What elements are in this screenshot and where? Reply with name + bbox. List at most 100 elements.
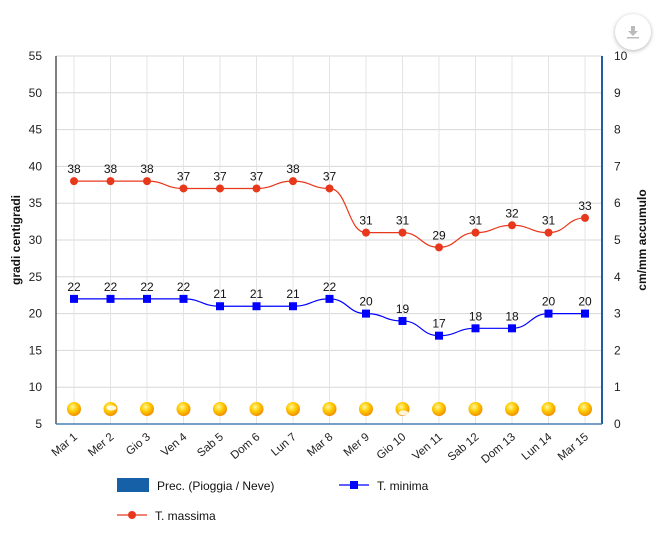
y2-tick-label: 7: [614, 159, 621, 173]
data-point: [106, 177, 115, 186]
data-label: 37: [177, 169, 191, 183]
sun-icon: [468, 402, 483, 416]
x-tick-label: Mar 8: [305, 431, 335, 459]
y-tick-label: 10: [29, 380, 43, 394]
data-label: 29: [432, 228, 446, 242]
legend-marker-min: [350, 481, 358, 489]
x-tick-label: Dom 6: [229, 431, 263, 462]
sun-icon: [432, 402, 446, 416]
data-point: [435, 331, 443, 340]
data-point: [252, 184, 261, 193]
legend-marker-max: [128, 511, 136, 519]
data-label: 22: [323, 280, 337, 294]
data-label: 18: [469, 309, 483, 323]
sun-icon: [249, 402, 264, 416]
data-label: 21: [213, 287, 227, 301]
data-label: 38: [67, 162, 81, 176]
y-tick-label: 25: [29, 270, 43, 284]
data-point: [216, 302, 224, 311]
data-label: 17: [432, 317, 446, 331]
data-label: 31: [469, 214, 483, 228]
y2-tick-label: 10: [614, 49, 628, 63]
data-point: [325, 184, 334, 193]
data-label: 22: [104, 280, 118, 294]
data-label: 20: [542, 295, 556, 309]
data-label: 21: [250, 287, 264, 301]
data-label: 38: [286, 162, 300, 176]
data-point: [325, 294, 334, 303]
data-label: 31: [396, 214, 410, 228]
x-tick-label: Mer 2: [86, 431, 116, 459]
legend-label-min: T. minima: [377, 479, 429, 493]
data-point: [143, 294, 151, 303]
sun-icon: [505, 402, 519, 416]
y2-tick-label: 8: [614, 123, 621, 137]
y-tick-label: 50: [29, 86, 43, 100]
data-point: [398, 316, 407, 325]
y-tick-label: 45: [29, 123, 43, 137]
y-tick-label: 30: [29, 233, 43, 247]
data-label: 18: [505, 309, 519, 323]
x-tick-label: Sab 12: [446, 431, 482, 464]
data-point: [471, 228, 480, 237]
data-point: [289, 302, 297, 311]
data-point: [544, 309, 553, 318]
y2-tick-label: 0: [614, 417, 621, 431]
download-icon: [627, 26, 639, 39]
data-label: 22: [140, 280, 154, 294]
y2-axis-title: cm/mm accumulo: [635, 189, 649, 290]
cloud-icon: [398, 410, 409, 416]
y2-tick-label: 6: [614, 196, 621, 210]
data-label: 37: [323, 169, 337, 183]
data-label: 38: [104, 162, 118, 176]
data-label: 22: [177, 280, 191, 294]
data-label: 31: [359, 214, 373, 228]
data-point: [216, 184, 224, 193]
sun-icon: [541, 402, 556, 416]
data-point: [252, 302, 261, 311]
x-tick-label: Mar 1: [50, 431, 80, 459]
cloud-icon: [106, 405, 117, 411]
data-label: 20: [359, 295, 373, 309]
x-tick-label: Ven 4: [159, 431, 190, 459]
legend-label-max: T. massima: [155, 509, 216, 523]
data-label: 19: [396, 302, 410, 316]
x-tick-label: Mar 15: [556, 431, 591, 463]
data-label: 32: [505, 206, 519, 220]
y-tick-label: 5: [35, 417, 42, 431]
data-point: [435, 243, 443, 252]
data-label: 21: [286, 287, 300, 301]
data-point: [398, 228, 407, 237]
y2-tick-label: 2: [614, 343, 621, 357]
sun-icon: [140, 402, 154, 416]
download-button[interactable]: [615, 14, 651, 50]
data-label: 33: [578, 199, 592, 213]
data-point: [179, 294, 188, 303]
data-point: [289, 177, 297, 186]
data-point: [362, 228, 370, 237]
legend-swatch-precipitation: [117, 478, 149, 492]
sun-icon: [359, 402, 373, 416]
y2-tick-label: 4: [614, 270, 621, 284]
data-point: [508, 221, 516, 230]
data-point: [106, 294, 115, 303]
data-label: 20: [578, 295, 592, 309]
y-tick-label: 35: [29, 196, 43, 210]
data-point: [143, 177, 151, 186]
sun-icon: [67, 402, 81, 416]
x-tick-label: Dom 13: [479, 431, 518, 466]
data-label: 31: [542, 214, 556, 228]
x-tick-label: Lun 7: [269, 431, 299, 459]
data-point: [70, 177, 78, 186]
y2-tick-label: 1: [614, 380, 621, 394]
data-point: [544, 228, 553, 237]
data-point: [70, 294, 78, 303]
data-point: [581, 213, 589, 222]
data-label: 22: [67, 280, 81, 294]
data-label: 38: [140, 162, 154, 176]
x-tick-label: Gio 10: [375, 431, 409, 462]
x-tick-label: Lun 14: [520, 431, 555, 463]
data-point: [362, 309, 370, 318]
data-point: [508, 324, 516, 333]
